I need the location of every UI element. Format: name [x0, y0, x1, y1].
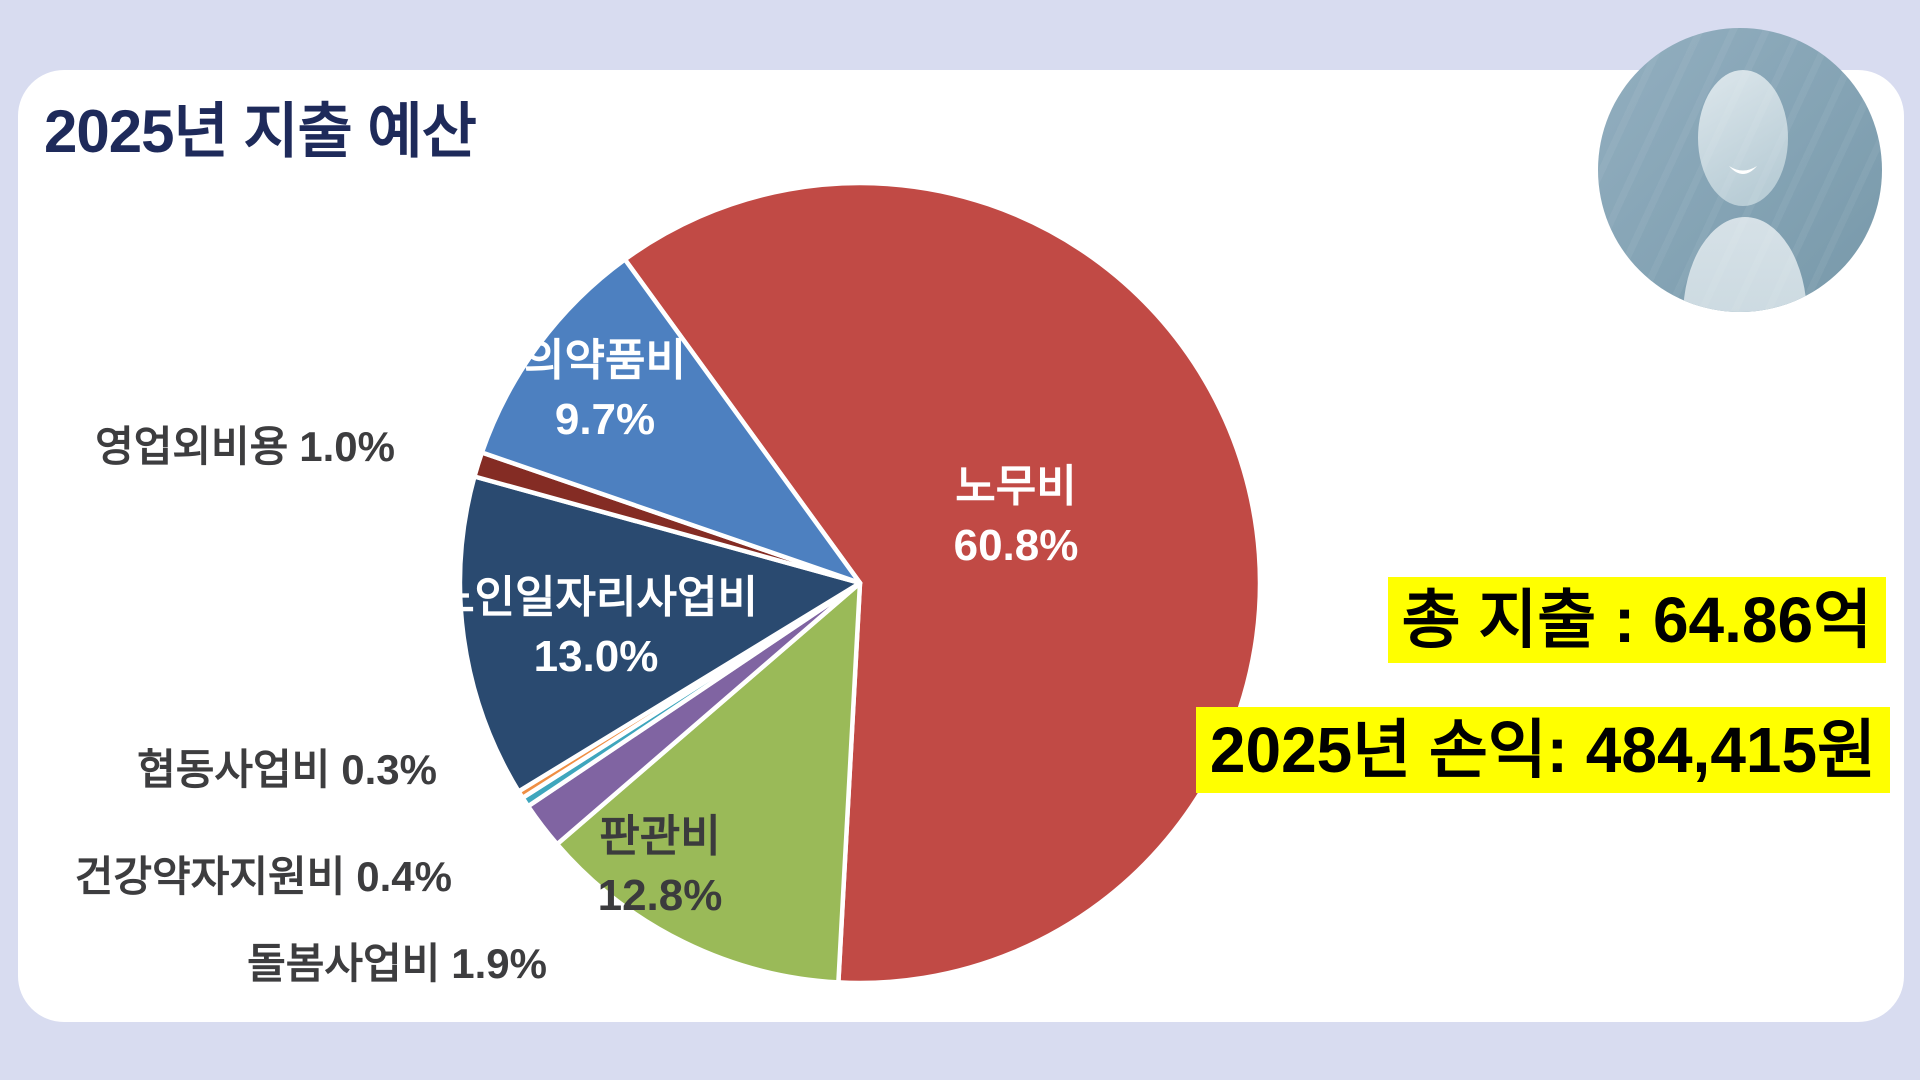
slice-name: 협동사업비	[137, 746, 331, 793]
slice-name: 의약품비	[524, 336, 686, 385]
slice-name: 노무비	[955, 462, 1077, 511]
profit-callout: 2025년 손익: 484,415원	[1195, 707, 1890, 793]
slice-label-labor-cost: 노무비 60.8%	[954, 457, 1079, 575]
slice-pct: 0.3%	[341, 746, 437, 793]
slice-pct: 1.0%	[299, 423, 395, 470]
pie-slice-labor-cost	[622, 180, 1263, 986]
slice-name: 건강약자지원비	[74, 853, 346, 900]
pie-slice-sga	[554, 580, 863, 985]
slice-label-sga: 판관비 12.8%	[598, 807, 723, 925]
slice-name: 영업외비용	[95, 423, 289, 470]
slice-pct: 60.8%	[953, 521, 1079, 570]
slice-name: 노인일자리사업비	[434, 573, 758, 622]
avatar-person-icon	[1683, 70, 1807, 312]
slice-name: 돌봄사업비	[247, 940, 441, 987]
slice-pct: 12.8%	[597, 871, 723, 920]
slice-pct: 0.4%	[356, 853, 452, 900]
slice-pct: 13.0%	[533, 632, 659, 681]
slice-pct: 1.9%	[451, 940, 547, 987]
slice-pct: 9.7%	[554, 395, 656, 444]
outer-label-cooperative-project: 협동사업비 0.3%	[137, 746, 437, 794]
outer-label-health-support: 건강약자지원비 0.4%	[75, 853, 452, 901]
pie-slice-medicine-cost	[479, 257, 863, 586]
total-expense-callout: 총 지출 : 64.86억	[1387, 577, 1886, 663]
slice-name: 판관비	[599, 812, 721, 861]
outer-label-non-operating-expense: 영업외비용 1.0%	[95, 423, 395, 471]
slice-label-medicine-cost: 의약품비 9.7%	[524, 331, 686, 449]
pie-slice-elderly-job-project	[457, 474, 863, 794]
slice-label-elderly-job-project: 노인일자리사업비 13.0%	[434, 568, 758, 686]
outer-label-care-project: 돌봄사업비 1.9%	[247, 940, 547, 988]
page-title: 2025년 지출 예산	[44, 98, 477, 165]
profile-avatar	[1598, 28, 1882, 312]
